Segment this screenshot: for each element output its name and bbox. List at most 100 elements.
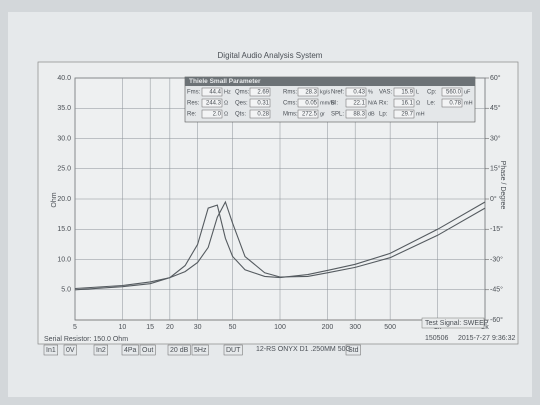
- param-unit: mH: [464, 100, 473, 106]
- table-title: Thiele Small Parameter: [189, 78, 261, 85]
- param-unit: L: [416, 89, 419, 95]
- param-label: Qts:: [235, 112, 246, 118]
- param-value: 244.3: [206, 101, 222, 107]
- button-frame: [43, 344, 58, 356]
- y-tick-label: 40.0: [57, 75, 71, 82]
- button-frame: [345, 344, 361, 356]
- param-label: Re:: [187, 112, 197, 118]
- toolbar-button[interactable]: In2: [96, 347, 106, 354]
- x-tick-label: 300: [349, 324, 361, 331]
- param-label: Fms:: [187, 90, 201, 96]
- button-frame: [191, 344, 209, 356]
- test-signal-box: [421, 317, 485, 329]
- param-box: [393, 87, 415, 97]
- y2-axis-title: Phase / Degree: [499, 161, 506, 210]
- param-label: VAS:: [379, 90, 393, 96]
- param-label: Rms:: [283, 90, 297, 96]
- param-box: [249, 98, 271, 108]
- param-box: [297, 109, 319, 119]
- param-box: [201, 109, 223, 119]
- param-value: 0.05: [305, 101, 317, 107]
- param-value: 0.28: [257, 112, 269, 118]
- toolbar-button[interactable]: 4Pa: [124, 347, 137, 354]
- button-frame: [167, 344, 191, 356]
- x-tick-label: 20: [166, 324, 174, 331]
- param-unit: N/A: [368, 100, 378, 106]
- param-box: [345, 109, 367, 119]
- y-axis-title: Ohm: [51, 192, 58, 207]
- param-value: 272.5: [302, 112, 318, 118]
- param-unit: kg/s: [320, 89, 330, 95]
- y2-tick-label: -15°: [490, 225, 503, 233]
- date: 2015-7-27: [458, 335, 490, 342]
- serial-resistor: Serial Resistor: 150.0 Ohm: [44, 336, 128, 343]
- device-name: 12-RS ONYX D1 .250MM 50G: [256, 346, 351, 353]
- param-label: Rx:: [379, 101, 388, 107]
- param-label: Mms:: [283, 112, 298, 118]
- param-unit: dB: [368, 111, 375, 117]
- toolbar-button[interactable]: DUT: [226, 347, 241, 354]
- param-box: [297, 98, 319, 108]
- y2-tick-label: 15°: [490, 165, 501, 173]
- param-unit: uF: [464, 89, 471, 95]
- param-box: [393, 109, 415, 119]
- button-frame: [63, 344, 77, 356]
- param-unit: mH: [416, 111, 425, 117]
- param-value: 28.3: [305, 90, 317, 96]
- toolbar-button[interactable]: 0V: [66, 347, 75, 354]
- y2-tick-label: 30°: [490, 134, 501, 142]
- toolbar-button[interactable]: 20 dB: [170, 347, 189, 354]
- table-titlebar: [185, 77, 475, 86]
- param-value: 88.3: [353, 112, 365, 118]
- param-unit: gr: [320, 111, 325, 117]
- param-value: 22.1: [353, 101, 365, 107]
- param-value: 15.9: [401, 90, 413, 96]
- button-frame: [139, 344, 156, 356]
- button-frame: [93, 344, 108, 356]
- param-value: 29.7: [401, 112, 413, 118]
- param-box: [249, 109, 271, 119]
- param-value: 16.1: [401, 101, 413, 107]
- param-label: Cms:: [283, 101, 297, 107]
- param-label: Nref:: [331, 90, 344, 96]
- y2-tick-label: 0°: [490, 195, 497, 203]
- y-tick-label: 35.0: [57, 105, 71, 112]
- y2-tick-label: -30°: [490, 255, 503, 263]
- param-label: Bl:: [331, 101, 338, 107]
- param-box: [201, 87, 223, 97]
- x-tick-label: 30: [194, 324, 202, 331]
- y-tick-label: 10.0: [57, 256, 71, 263]
- param-value: 0.43: [353, 90, 365, 96]
- y-tick-label: 20.0: [57, 196, 71, 203]
- x-tick-label: 500: [384, 324, 396, 331]
- toolbar-button[interactable]: In1: [46, 347, 56, 354]
- param-unit: mm/N: [320, 100, 335, 106]
- test-signal: Test Signal: SWEEP: [425, 320, 489, 327]
- param-box: [441, 87, 463, 97]
- param-value: 0.31: [257, 101, 269, 107]
- param-box: [249, 87, 271, 97]
- param-box: [297, 87, 319, 97]
- param-label: Qms:: [235, 90, 250, 96]
- param-label: Cp:: [427, 90, 437, 96]
- toolbar-button[interactable]: Out: [142, 347, 153, 354]
- toolbar-button[interactable]: Std: [348, 347, 359, 354]
- param-box: [393, 98, 415, 108]
- param-value: 44.4: [209, 90, 221, 96]
- param-box: [345, 87, 367, 97]
- toolbar-button[interactable]: 5Hz: [194, 347, 207, 354]
- y2-tick-label: 45°: [490, 104, 501, 112]
- y2-tick-label: -45°: [490, 286, 503, 294]
- param-box: [345, 98, 367, 108]
- chart-title: Digital Audio Analysis System: [218, 51, 323, 60]
- y-tick-label: 30.0: [57, 135, 71, 142]
- param-unit: Ω: [416, 100, 420, 106]
- y-tick-label: 5.0: [61, 287, 71, 294]
- button-frame: [121, 344, 139, 356]
- y2-tick-label: 60°: [490, 74, 501, 82]
- param-box: [201, 98, 223, 108]
- x-tick-label: 15: [146, 324, 154, 331]
- param-value: 560.0: [446, 90, 462, 96]
- param-box: [441, 98, 463, 108]
